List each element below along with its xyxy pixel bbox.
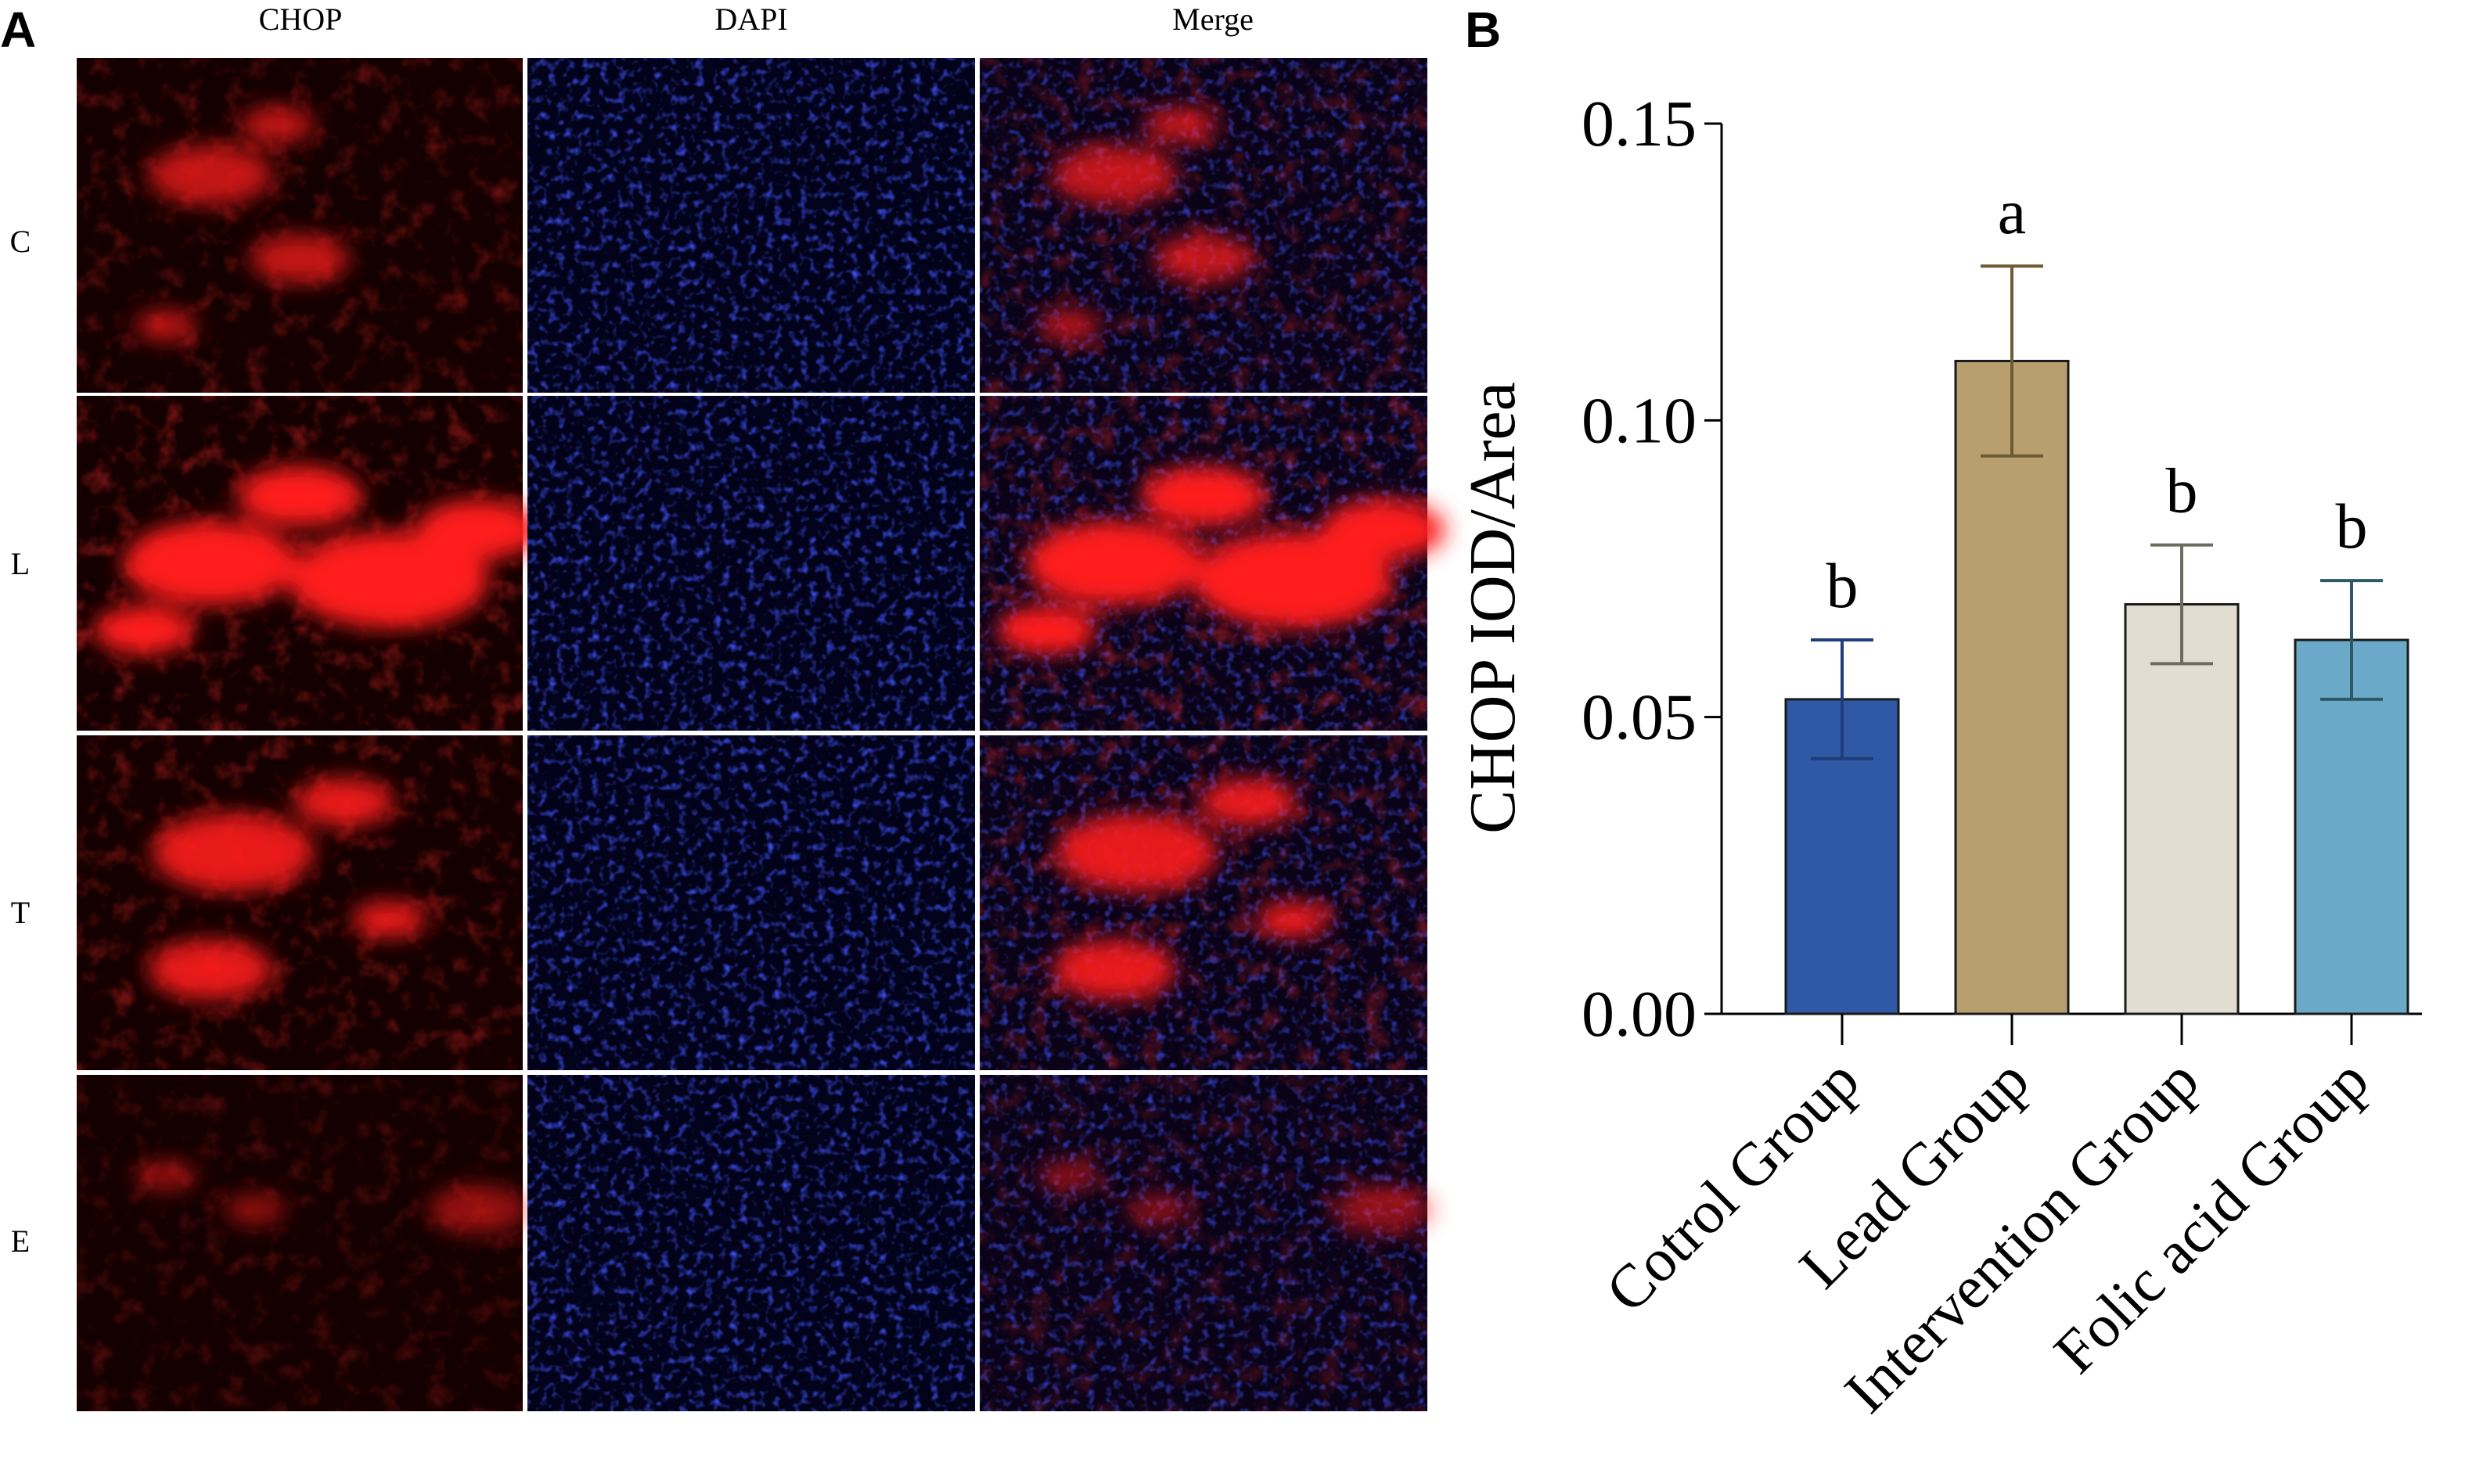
bar-2 xyxy=(2124,603,2240,1015)
column-header-dapi: DAPI xyxy=(714,2,787,37)
bar-3 xyxy=(2294,638,2409,1015)
micrograph-e-merge xyxy=(980,1075,1433,1411)
y-tick-label: 0.10 xyxy=(1582,384,1697,457)
significance-label-0: b xyxy=(1826,550,1859,621)
column-header-merge: Merge xyxy=(1172,2,1254,37)
significance-label-1: a xyxy=(1998,176,2026,247)
y-tick-label: 0.00 xyxy=(1582,978,1697,1051)
row-label-e: E xyxy=(11,1223,30,1259)
bar-1 xyxy=(1954,359,2070,1015)
micrograph-c-chop xyxy=(77,58,523,393)
error-bar-1 xyxy=(1981,264,2043,458)
micrograph-e-dapi xyxy=(527,1075,975,1411)
error-bar-3 xyxy=(2320,579,2383,701)
row-label-c: C xyxy=(10,224,31,259)
y-axis-label: CHOP IOD/Area xyxy=(1456,382,1529,834)
significance-label-2: b xyxy=(2166,455,2198,526)
y-tick-label: 0.05 xyxy=(1582,681,1697,754)
micrograph-e-chop xyxy=(77,1075,528,1411)
micrograph-l-chop xyxy=(77,396,541,731)
micrograph-t-dapi xyxy=(527,735,975,1070)
panel-a-letter: A xyxy=(0,2,36,58)
panel-b-letter: B xyxy=(1465,2,1501,58)
micrograph-grid xyxy=(77,58,1445,1411)
y-tick-label: 0.15 xyxy=(1582,88,1697,160)
micrograph-c-merge xyxy=(980,58,1427,393)
micrograph-l-merge xyxy=(980,396,1445,731)
micrograph-l-dapi xyxy=(527,396,975,731)
error-bar-0 xyxy=(1811,638,1873,760)
row-label-l: L xyxy=(11,546,30,581)
row-label-t: T xyxy=(11,895,30,930)
significance-label-3: b xyxy=(2336,490,2368,562)
micrograph-t-chop xyxy=(77,735,523,1070)
x-category-label-3: Folic acid Group xyxy=(2041,1046,2381,1386)
micrograph-t-merge xyxy=(980,735,1427,1070)
error-bar-2 xyxy=(2150,543,2213,666)
micrograph-c-dapi xyxy=(527,58,975,393)
panel-a-column-headers: CHOP DAPI Merge xyxy=(259,2,1254,37)
panel-a-row-labels: C L T E xyxy=(10,224,31,1259)
column-header-chop: CHOP xyxy=(259,2,343,37)
